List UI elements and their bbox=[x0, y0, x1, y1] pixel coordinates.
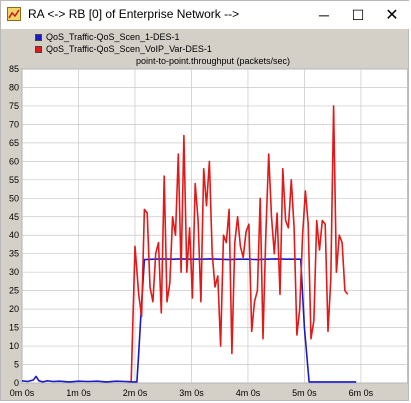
y-tick-label: 20 bbox=[9, 304, 19, 314]
x-tick-label: 4m 0s bbox=[236, 388, 261, 398]
chart-title: point-to-point.throughput (packets/sec) bbox=[136, 56, 290, 66]
x-tick-label: 5m 0s bbox=[292, 388, 317, 398]
close-button[interactable]: ✕ bbox=[385, 7, 399, 24]
x-tick-label: 1m 0s bbox=[66, 388, 91, 398]
x-tick-label: 6m 0s bbox=[349, 388, 374, 398]
y-tick-label: 60 bbox=[9, 156, 19, 166]
grid-layer bbox=[21, 68, 408, 384]
title-bar[interactable]: RA <-> RB [0] of Enterprise Network --> … bbox=[1, 1, 410, 29]
y-tick-label: 25 bbox=[9, 286, 19, 296]
y-tick-label: 65 bbox=[9, 138, 19, 148]
x-tick-label: 3m 0s bbox=[179, 388, 204, 398]
y-tick-label: 35 bbox=[9, 249, 19, 259]
legend-item-series-1: QoS_Traffic-QoS_Scen_1-DES-1 bbox=[35, 31, 212, 43]
y-tick-label: 85 bbox=[9, 64, 19, 74]
maximize-button[interactable]: ☐ bbox=[351, 6, 365, 23]
y-tick-label: 30 bbox=[9, 267, 19, 277]
opnet-window-icon bbox=[7, 7, 21, 21]
y-tick-label: 40 bbox=[9, 230, 19, 240]
legend: QoS_Traffic-QoS_Scen_1-DES-1 QoS_Traffic… bbox=[35, 31, 212, 55]
y-tick-label: 5 bbox=[14, 360, 19, 370]
y-tick-label: 55 bbox=[9, 175, 19, 185]
y-tick-label: 15 bbox=[9, 323, 19, 333]
series-line-2 bbox=[130, 105, 349, 382]
x-tick-label: 2m 0s bbox=[123, 388, 148, 398]
y-tick-label: 75 bbox=[9, 101, 19, 111]
y-tick-label: 10 bbox=[9, 341, 19, 351]
y-axis: 0 5 10 15 20 25 30 35 40 45 50 55 60 65 70 75 80 85 bbox=[9, 64, 19, 388]
y-tick-label: 45 bbox=[9, 212, 19, 222]
legend-label-series-2: QoS_Traffic-QoS_Scen_VoIP_Var-DES-1 bbox=[46, 44, 212, 54]
x-axis: 0m 0s 1m 0s 2m 0s 3m 0s 4m 0s 5m 0s 6m 0s bbox=[10, 388, 374, 398]
minimize-button[interactable]: ─ bbox=[319, 7, 329, 23]
y-tick-label: 50 bbox=[9, 193, 19, 203]
x-tick-label: 0m 0s bbox=[10, 388, 35, 398]
plot-area bbox=[21, 68, 408, 384]
window-title: RA <-> RB [0] of Enterprise Network --> bbox=[28, 7, 240, 21]
throughput-chart: point-to-point.throughput (packets/sec) … bbox=[9, 56, 408, 398]
y-tick-label: 80 bbox=[9, 82, 19, 92]
y-tick-label: 70 bbox=[9, 119, 19, 129]
series-layer bbox=[21, 105, 357, 383]
legend-item-series-2: QoS_Traffic-QoS_Scen_VoIP_Var-DES-1 bbox=[35, 43, 212, 55]
legend-swatch-series-2 bbox=[35, 45, 42, 53]
legend-swatch-series-1 bbox=[35, 33, 42, 41]
legend-label-series-1: QoS_Traffic-QoS_Scen_1-DES-1 bbox=[46, 32, 180, 42]
y-tick-label: 0 bbox=[14, 378, 19, 388]
